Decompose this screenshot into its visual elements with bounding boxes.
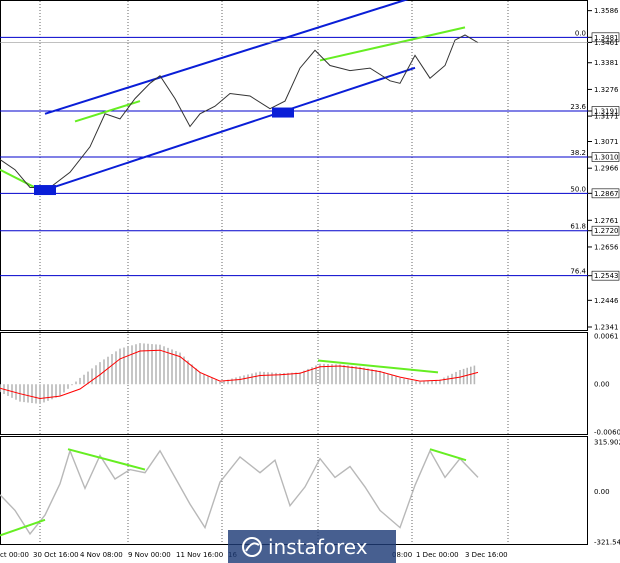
price-tick-1-3276: 1.3276	[594, 86, 619, 94]
price-tick-1-2867: 1.2867	[594, 190, 619, 198]
price-tick-1-2656: 1.2656	[594, 243, 619, 251]
price-panel-frame	[0, 0, 588, 331]
fib-label-76-4: 76.4	[570, 268, 586, 276]
price-label-box-1-2867	[591, 188, 620, 199]
fib-label-61-8: 61.8	[570, 223, 586, 231]
fib-label-23-6: 23.6	[570, 103, 586, 111]
time-tick-11-nov-16-00: 11 Nov 16:00	[176, 551, 223, 559]
oscillator-axis: 315.9023 0.00 -321.5473	[594, 439, 620, 547]
price-label-box-1-2543	[591, 270, 620, 281]
time-tick-1-dec-00-00: 1 Dec 00:00	[416, 551, 459, 559]
osc-tick-315-9023: 315.9023	[594, 439, 620, 447]
price-tick-1-3461: 1.3461	[594, 39, 619, 47]
channel-touch-marker-1	[272, 107, 294, 118]
price-label-box-1-2720	[591, 225, 620, 236]
channel-touch-marker-0	[34, 185, 56, 196]
price-tick-1-2761: 1.2761	[594, 217, 619, 225]
osc-panel-frame	[0, 436, 588, 545]
fib-label-38-2: 38.2	[570, 149, 586, 157]
channel-lower-line	[44, 66, 416, 191]
channel-upper-line	[44, 0, 409, 115]
watermark-text: instaforex	[268, 535, 368, 559]
time-tick-4-nov-08-00: 4 Nov 08:00	[80, 551, 123, 559]
price-tick-1-3381: 1.3381	[594, 59, 619, 67]
time-tick-08-00: 08:00	[392, 551, 412, 559]
macd-panel-frame	[0, 332, 588, 435]
price-tick-1-3071: 1.3071	[594, 138, 619, 146]
price-tick-1-2966: 1.2966	[594, 165, 619, 173]
price-divergence-1	[74, 100, 141, 123]
oscillator-line	[0, 448, 479, 536]
osc-divergence-0	[0, 518, 46, 537]
price-label-box-1-3191	[591, 106, 620, 116]
macd-tick-0-00604: -0.00604	[594, 429, 620, 437]
price-tick-1-2543: 1.2543	[594, 272, 619, 280]
price-label-box-1-3010	[591, 152, 620, 162]
macd-divergence-lines	[317, 359, 439, 374]
watermark: instaforex	[228, 530, 396, 563]
osc-divergence-1	[67, 448, 146, 471]
price-tick-1-2446: 1.2446	[594, 297, 619, 305]
time-tick-9-nov-00-00: 9 Nov 00:00	[128, 551, 171, 559]
watermark-background	[228, 530, 396, 563]
price-line	[0, 34, 479, 188]
time-tick-ct-00-00: ct 00:00	[0, 551, 29, 559]
price-tick-1-2720: 1.2720	[594, 227, 619, 235]
watermark-logo-swoosh	[245, 542, 260, 552]
osc-divergence-2	[429, 448, 467, 462]
osc-tick-0-00: 0.00	[594, 488, 610, 496]
macd-axis: 0.0061 0.00 -0.00604	[594, 333, 620, 437]
price-label-box-1-3481	[591, 32, 620, 43]
macd-signal-line	[0, 349, 479, 400]
price-markers	[34, 107, 294, 196]
fib-label-0-0: 0.0	[575, 29, 586, 37]
oscillator-divergence-lines	[0, 448, 467, 537]
price-tick-1-3481: 1.3481	[594, 34, 619, 42]
price-channel	[44, 0, 416, 191]
macd-tick-0-00: 0.00	[594, 381, 610, 389]
price-tick-1-3010: 1.3010	[594, 154, 619, 162]
vertical-grid	[39, 1, 509, 545]
time-tick-30-oct-16-00: 30 Oct 16:00	[33, 551, 79, 559]
macd-tick-0-0061: 0.0061	[594, 333, 619, 341]
price-tick-1-2341: 1.2341	[594, 324, 619, 332]
time-tick-3-dec-16-00: 3 Dec 16:00	[465, 551, 508, 559]
macd-divergence-0	[317, 359, 439, 374]
osc-tick-321-5473: -321.5473	[594, 539, 620, 547]
price-tick-1-3586: 1.3586	[594, 7, 619, 15]
macd-histogram	[0, 343, 476, 405]
price-tick-1-3171: 1.3171	[594, 113, 619, 121]
price-divergence-2	[319, 26, 466, 62]
price-tick-1-3191: 1.3191	[594, 108, 619, 116]
watermark-logo-icon	[242, 537, 262, 557]
fib-label-50-0: 50.0	[570, 185, 586, 193]
